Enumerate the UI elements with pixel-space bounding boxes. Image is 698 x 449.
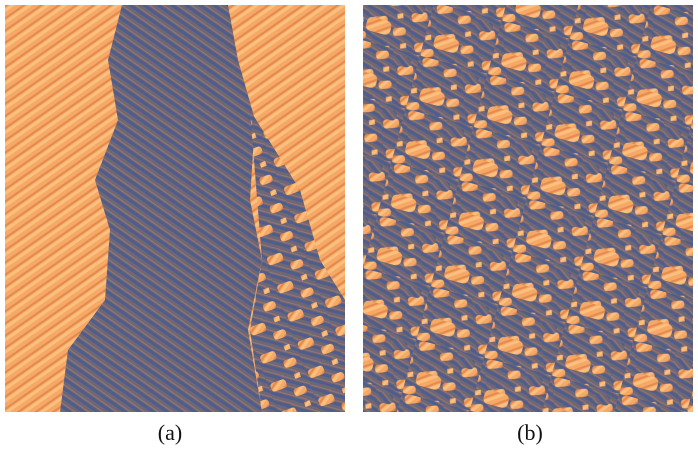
- panel-label: (a): [158, 420, 182, 445]
- panel-label: (b): [517, 420, 543, 445]
- panel-b-background: [363, 5, 693, 412]
- page: (a) (b) (() => { const data = JSON.parse…: [0, 0, 698, 449]
- panel-a: (a): [5, 5, 345, 445]
- panel-b: (b): [363, 5, 693, 445]
- figure: (a) (b): [0, 0, 698, 449]
